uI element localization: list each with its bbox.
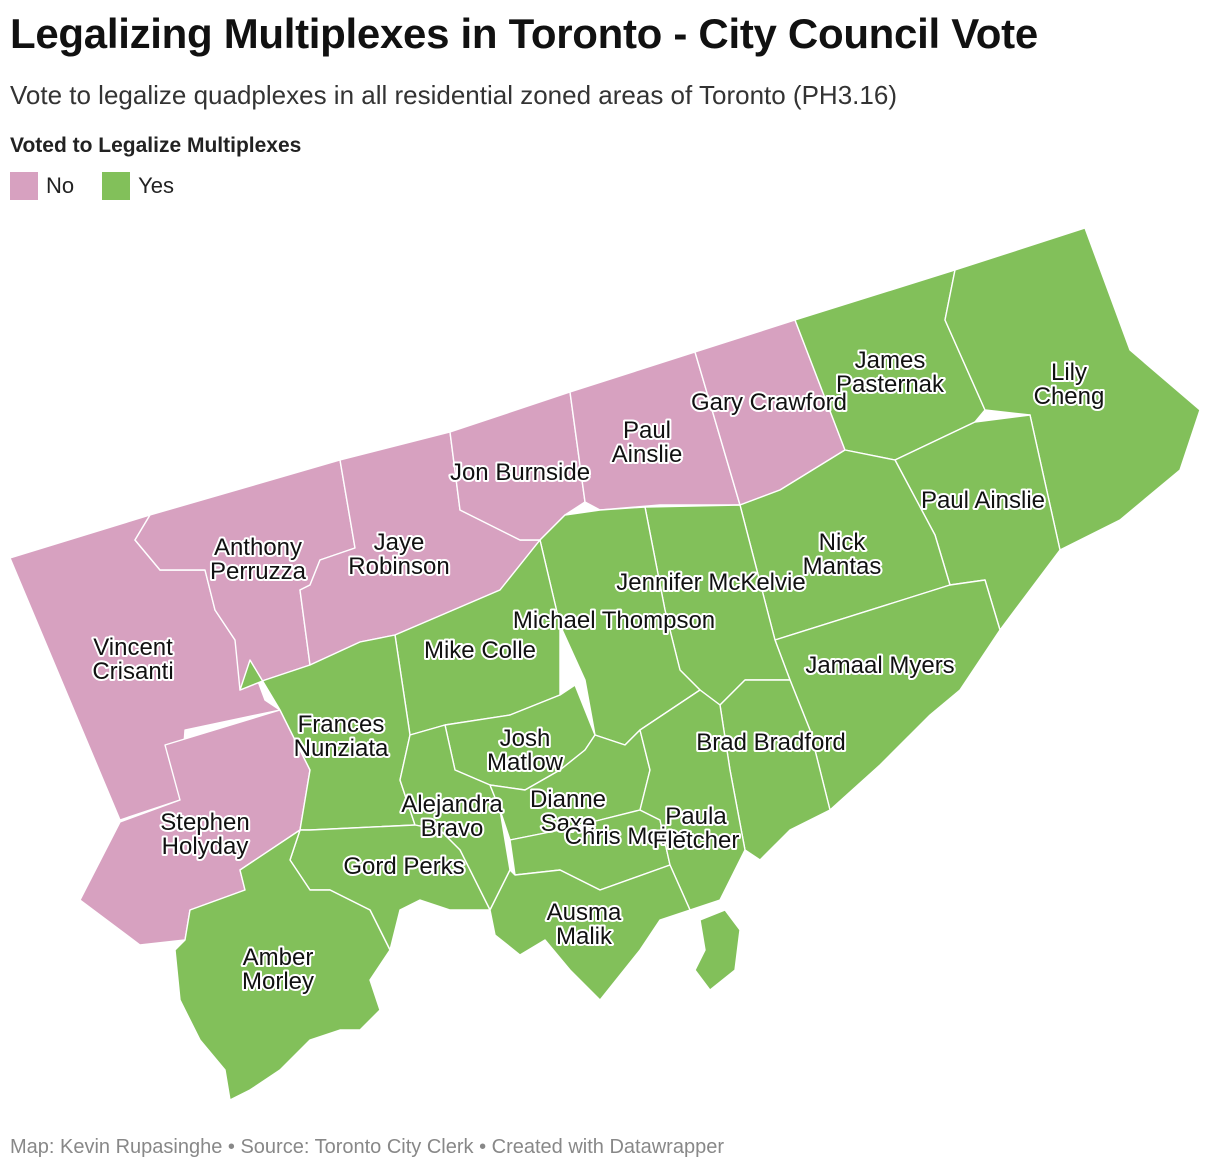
ward-label: James Pasternak bbox=[836, 347, 945, 398]
legend-label-no: No bbox=[46, 173, 75, 198]
ward-label: Amber Morley bbox=[242, 944, 314, 995]
ward-label: Brad Bradford bbox=[696, 729, 845, 756]
ward-label: Jamaal Myers bbox=[805, 652, 954, 679]
ward-label: Chris Moise bbox=[565, 823, 692, 850]
ward-label: Alejandra Bravo bbox=[401, 791, 503, 842]
ward-label: Vincent Crisanti bbox=[92, 634, 173, 685]
legend-item-no: No bbox=[10, 172, 74, 200]
ward-label: Anthony Perruzza bbox=[210, 534, 307, 585]
ward-label: Josh Matlow bbox=[487, 725, 564, 776]
toronto-islands bbox=[694, 909, 741, 991]
ward-label: Nick Mantas bbox=[803, 529, 882, 580]
ward-ausma-malik[interactable] bbox=[489, 864, 691, 1001]
ward-paula-fletcher[interactable] bbox=[639, 689, 746, 911]
legend-label-yes: Yes bbox=[138, 173, 175, 198]
ward-label: Paul Ainslie bbox=[921, 487, 1045, 514]
ward-label: Gord Perks bbox=[343, 853, 464, 880]
ward-label: Paul Ainslie bbox=[612, 417, 683, 468]
ward-label: Stephen Holyday bbox=[160, 809, 249, 860]
legend-title: Voted to Legalize Multiplexes bbox=[10, 134, 302, 157]
ward-label: Jennifer McKelvie bbox=[616, 569, 805, 596]
legend-swatch-yes bbox=[102, 172, 131, 200]
chart-title: Legalizing Multiplexes in Toronto - City… bbox=[10, 10, 1038, 57]
ward-label: Gary Crawford bbox=[691, 389, 847, 416]
ward-label: Jaye Robinson bbox=[348, 529, 449, 580]
legend: No Yes bbox=[10, 172, 202, 200]
ward-label: Jon Burnside bbox=[450, 459, 590, 486]
chart-footer: Map: Kevin Rupasinghe • Source: Toronto … bbox=[10, 1136, 724, 1158]
ward-label: Ausma Malik bbox=[547, 899, 622, 950]
chart-subtitle: Vote to legalize quadplexes in all resid… bbox=[10, 80, 897, 110]
ward-label: Frances Nunziata bbox=[294, 711, 389, 762]
ward-label: Michael Thompson bbox=[513, 607, 715, 634]
ward-label: Mike Colle bbox=[424, 637, 536, 664]
legend-item-yes: Yes bbox=[102, 172, 174, 200]
ward-label: Lily Cheng bbox=[1034, 359, 1105, 410]
ward-label: Paula Fletcher bbox=[653, 803, 740, 854]
ward-amber-morley[interactable] bbox=[174, 829, 391, 1101]
toronto-ward-map: Vincent Crisanti Anthony Perruzza Stephen Hol… bbox=[9, 227, 1201, 1101]
ward-jennifer-mckelvie[interactable] bbox=[944, 227, 1201, 551]
ward-label: Dianne Saxe bbox=[530, 786, 606, 837]
legend-swatch-no bbox=[10, 172, 38, 200]
